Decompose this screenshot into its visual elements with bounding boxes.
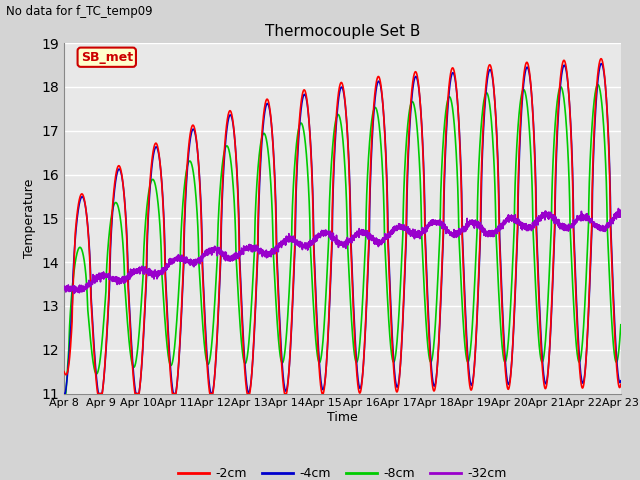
Text: SB_met: SB_met xyxy=(81,51,133,64)
Title: Thermocouple Set B: Thermocouple Set B xyxy=(265,24,420,39)
Text: No data for f_TC_temp09: No data for f_TC_temp09 xyxy=(6,5,153,18)
X-axis label: Time: Time xyxy=(327,411,358,424)
Y-axis label: Temperature: Temperature xyxy=(23,179,36,258)
Legend: -2cm, -4cm, -8cm, -32cm: -2cm, -4cm, -8cm, -32cm xyxy=(173,462,512,480)
